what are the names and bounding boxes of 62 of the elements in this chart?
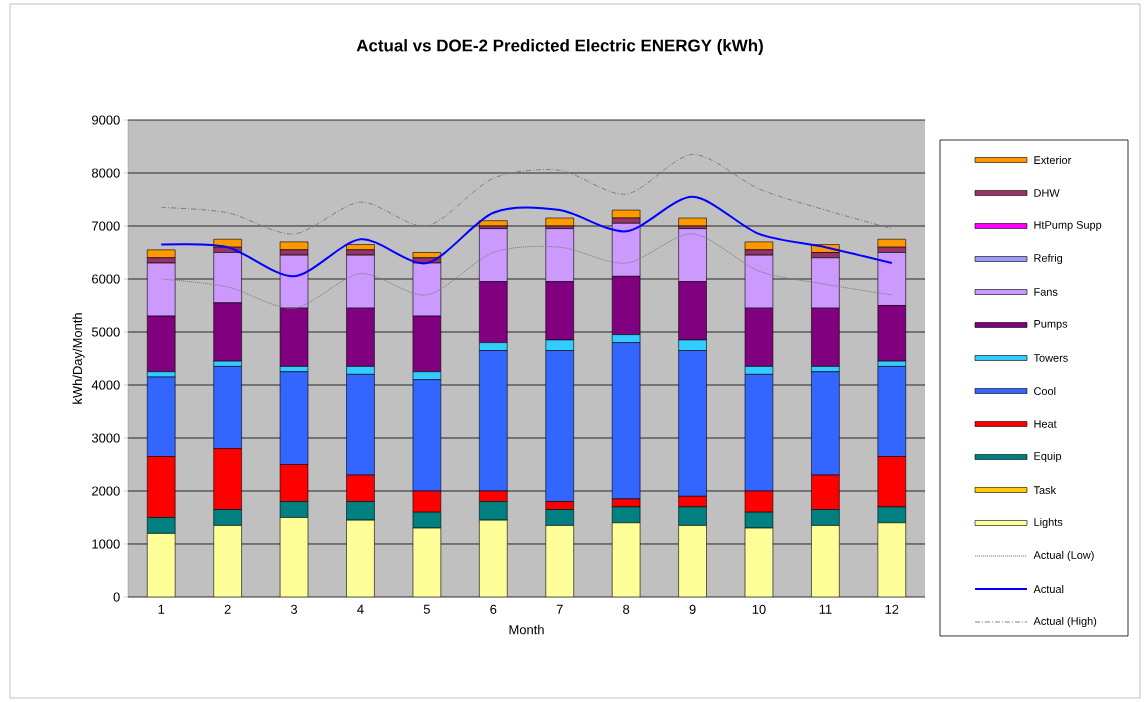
x-tick-label: 12 [885,604,899,614]
x-tick-label: 4 [357,604,364,614]
bar [877,522,907,597]
x-tick-label: 6 [490,604,497,614]
x-tick-label: 1 [158,604,165,614]
legend-label: Task [1033,485,1057,495]
legend-label: Actual (Low) [1033,550,1094,562]
x-tick-label: 8 [623,604,630,614]
y-tick-label: 2000 [92,486,120,496]
bar [877,238,907,248]
y-tick-label: 8000 [91,168,120,178]
line-series [160,195,893,278]
y-tick-label: 4000 [91,380,120,390]
x-tick-label: 7 [556,604,563,614]
legend-label: Cool [1034,386,1056,396]
y-tick-label: 6000 [92,274,120,284]
legend-label: Lights [1034,517,1063,529]
bar [545,217,574,227]
bar [213,525,242,597]
y-tick-label: 3000 [91,433,120,443]
bar [412,527,442,597]
chart-title: Actual vs DOE-2 Predicted Electric ENERGY (kWh) [356,39,763,55]
bar [611,209,641,219]
y-axis-title: kWh/Day/Month [72,313,85,404]
bar [279,517,309,597]
bar [146,533,176,597]
x-axis-title: Month [509,624,544,635]
legend-label: Exterior [1034,155,1072,165]
legend-label: Heat [1034,420,1057,428]
bar [279,241,309,251]
bar [611,522,641,597]
bar [811,525,840,597]
bar [678,525,707,597]
bar [545,525,574,597]
legend-label: Fans [1034,288,1058,296]
legend-label: Refrig [1034,253,1063,265]
legend-label: Actual [1033,584,1064,594]
y-tick-label: 9000 [92,115,120,125]
line-series [160,233,893,309]
x-tick-label: 10 [752,604,766,614]
y-tick-label: 5000 [91,327,120,337]
legend-label: Towers [1033,354,1068,362]
line-series [160,153,893,235]
bar [744,241,774,251]
legend-label: DHW [1034,189,1060,197]
legend-label: Actual (High) [1033,616,1097,628]
bar [479,519,508,597]
y-tick-label: 0 [113,592,120,602]
bar [744,527,774,597]
legend-label: Pumps [1034,320,1068,330]
bar [146,249,176,259]
y-tick-label: 7000 [92,221,120,231]
y-tick-label: 1000 [92,539,120,549]
x-tick-label: 3 [290,604,298,614]
bar [678,217,707,227]
legend-label: HtPump Supp [1034,221,1102,231]
legend-label: Equip [1034,451,1062,463]
x-tick-label: 5 [423,604,430,614]
bar [346,519,375,597]
x-tick-label: 9 [689,604,696,614]
x-tick-label: 2 [224,604,231,614]
x-tick-label: 11 [819,604,832,614]
